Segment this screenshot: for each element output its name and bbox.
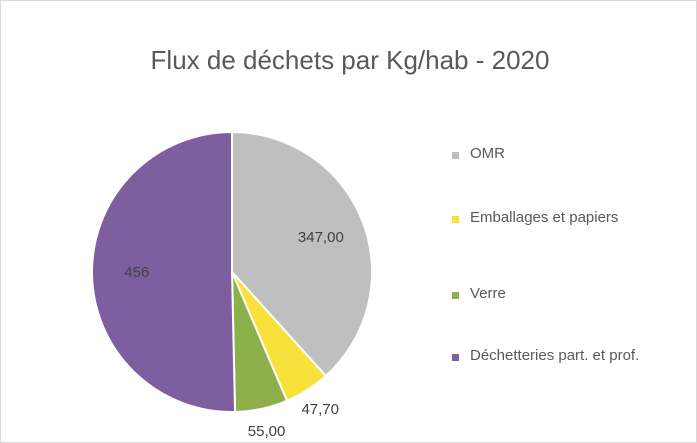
legend-swatch xyxy=(452,216,459,223)
legend-swatch xyxy=(452,292,459,299)
data-label: 47,70 xyxy=(301,401,339,418)
legend-swatch xyxy=(452,354,459,361)
legend-item: Verre xyxy=(452,285,692,305)
legend-label: Verre xyxy=(470,285,506,302)
chart-title: Flux de déchets par Kg/hab - 2020 xyxy=(151,45,550,75)
legend-item: Déchetteries part. et prof. xyxy=(452,347,692,367)
pie-slice xyxy=(231,130,373,378)
data-label: 347,00 xyxy=(298,229,344,246)
legend-label: Déchetteries part. et prof. xyxy=(470,347,640,364)
data-label: 55,00 xyxy=(248,423,286,440)
legend-item: OMR xyxy=(452,145,692,165)
pie-slice xyxy=(91,130,237,413)
data-label: 456 xyxy=(124,264,149,281)
legend-swatch xyxy=(452,152,459,159)
legend-label: Emballages et papiers xyxy=(470,209,619,226)
legend-label: OMR xyxy=(470,145,505,162)
legend-item: Emballages et papiers xyxy=(452,209,692,229)
